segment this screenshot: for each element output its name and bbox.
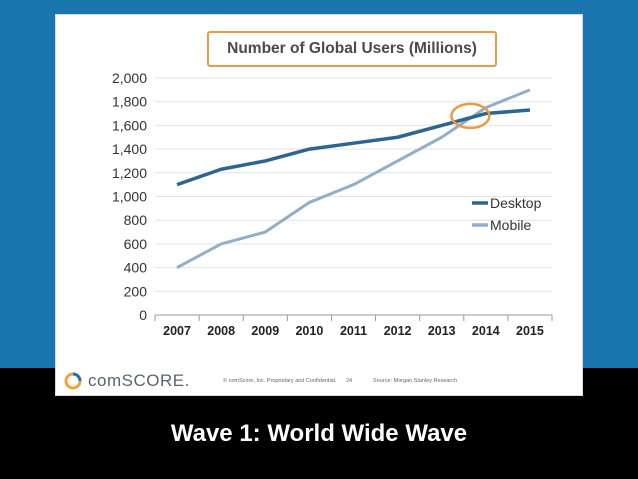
y-tick-label: 1,800: [112, 94, 147, 110]
y-tick-label: 800: [124, 212, 148, 228]
x-tick-label: 2012: [384, 324, 412, 338]
chart-title: Number of Global Users (Millions): [207, 31, 497, 67]
y-tick-label: 1,000: [112, 189, 147, 205]
crossover-highlight: [450, 102, 491, 130]
x-tick-label: 2011: [340, 324, 367, 338]
page-number: 24: [346, 378, 353, 384]
y-tick-label: 2,000: [112, 70, 147, 86]
comscore-logo-icon: [64, 372, 82, 390]
x-tick-label: 2015: [516, 324, 544, 338]
x-tick-label: 2013: [428, 324, 456, 338]
legend-label-mobile: Mobile: [490, 217, 531, 233]
slide-title: Wave 1: World Wide Wave: [170, 420, 468, 447]
y-tick-label: 1,200: [112, 165, 147, 181]
x-tick-label: 2009: [251, 324, 279, 338]
logo-text: comSCORE.: [88, 371, 190, 390]
copyright-text: © comScore, Inc. Proprietary and Confide…: [223, 378, 337, 384]
y-tick-label: 600: [124, 236, 148, 252]
legend-label-desktop: Desktop: [490, 195, 542, 211]
y-tick-label: 200: [124, 283, 148, 299]
source-text: Source: Morgan Stanley Research: [373, 378, 458, 384]
x-tick-label: 2007: [163, 324, 191, 338]
x-tick-label: 2010: [295, 324, 323, 338]
x-tick-label: 2014: [472, 324, 500, 338]
series-line-desktop: [176, 108, 531, 187]
y-tick-label: 400: [124, 260, 148, 276]
x-tick-label: 2008: [207, 324, 235, 338]
title-banner: [0, 406, 638, 479]
comscore-logo: comSCORE.: [64, 371, 190, 391]
y-tick-label: 1,600: [112, 117, 147, 133]
y-tick-label: 0: [139, 307, 147, 323]
y-tick-label: 1,400: [112, 141, 147, 157]
